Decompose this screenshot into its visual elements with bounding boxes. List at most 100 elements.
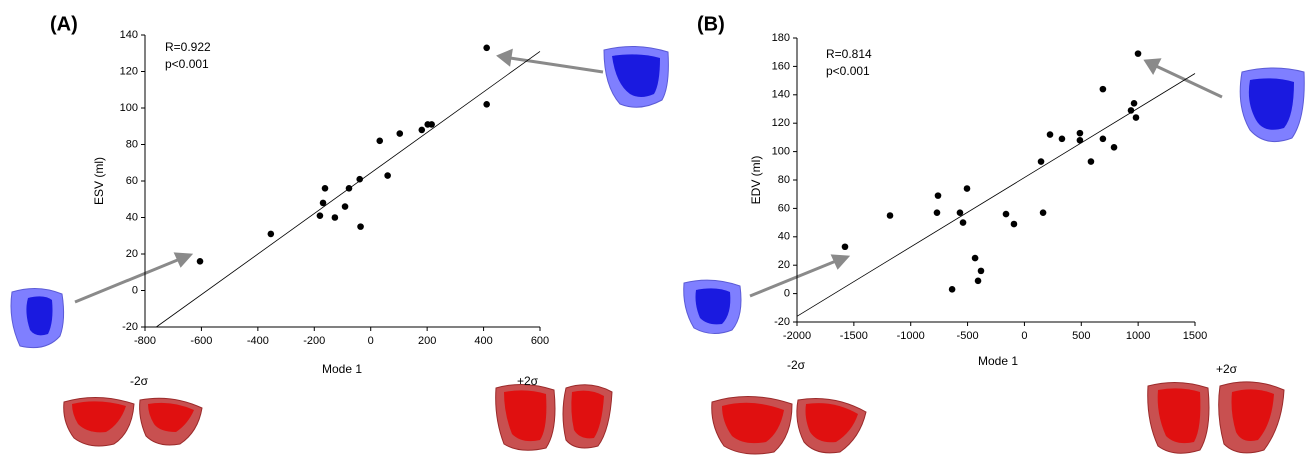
point: [316, 212, 324, 219]
y-axis-label: EDV (ml): [749, 156, 763, 205]
panel-label: (B): [697, 13, 725, 35]
x-tick-label: -200: [303, 335, 325, 347]
point: [1130, 100, 1138, 107]
y-tick-label: 100: [772, 146, 790, 158]
arrows: [74, 48, 1223, 304]
panel-label: (A): [50, 13, 78, 35]
x-tick-label: 1000: [1126, 330, 1150, 342]
point: [956, 209, 964, 216]
shape-label: +2σ: [517, 374, 539, 388]
blue-shapes: [10, 45, 1305, 349]
y-tick-label: 20: [126, 248, 138, 260]
point: [331, 214, 339, 221]
y-tick-label: 180: [772, 32, 790, 44]
y-tick-label: 120: [120, 65, 138, 77]
x-tick-label: 400: [474, 335, 492, 347]
y-tick-label: 0: [132, 284, 138, 296]
x-tick-label: -400: [247, 335, 269, 347]
point: [1046, 131, 1054, 138]
point: [321, 185, 329, 192]
x-tick-label: -2000: [783, 330, 811, 342]
x-tick-label: 600: [531, 335, 549, 347]
point: [886, 212, 894, 219]
point: [974, 277, 982, 285]
point: [1132, 114, 1140, 121]
point: [1127, 107, 1135, 114]
y-tick-label: 60: [126, 175, 138, 187]
y-tick-label: 80: [126, 138, 138, 150]
x-axis-label: Mode 1: [322, 362, 362, 376]
y-tick-label: 120: [772, 117, 790, 129]
point: [1076, 136, 1084, 144]
point: [959, 219, 967, 226]
x-tick-label: -1500: [840, 330, 868, 342]
point: [971, 254, 979, 262]
x-axis-label: Mode 1: [978, 354, 1018, 368]
x-tick-label: 0: [1021, 330, 1027, 342]
point: [1099, 135, 1107, 143]
point: [428, 121, 435, 128]
point: [483, 101, 490, 108]
y-tick-label: 140: [120, 29, 138, 41]
shape-label: +2σ: [1216, 362, 1238, 376]
y-tick-label: 40: [778, 231, 790, 243]
point: [319, 199, 327, 207]
point: [1076, 129, 1084, 137]
point: [345, 185, 353, 192]
y-tick-label: 20: [778, 259, 790, 271]
decorations: [10, 45, 1305, 455]
y-tick-label: -20: [122, 321, 138, 333]
annotation: R=0.814: [826, 47, 872, 61]
x-tick-label: -800: [134, 335, 156, 347]
annotation: p<0.001: [826, 64, 870, 78]
point: [1039, 209, 1047, 216]
point: [384, 172, 391, 179]
point: [933, 209, 941, 216]
y-tick-label: 140: [772, 89, 790, 101]
y-tick-label: -20: [774, 316, 790, 328]
point: [196, 258, 204, 265]
red-shapes: [63, 381, 1285, 455]
point: [376, 137, 384, 145]
point: [396, 130, 404, 137]
shape-label: -2σ: [787, 358, 806, 372]
x-tick-label: 0: [368, 335, 374, 347]
annotation: p<0.001: [165, 57, 209, 71]
x-tick-label: -1000: [897, 330, 925, 342]
y-tick-label: 160: [772, 60, 790, 72]
x-tick-label: -600: [190, 335, 212, 347]
point: [483, 44, 490, 52]
point: [1134, 50, 1142, 57]
point: [841, 243, 849, 251]
point: [934, 192, 942, 199]
point: [1099, 85, 1107, 93]
x-tick-label: 200: [418, 335, 436, 347]
point: [418, 126, 426, 134]
fit-line: [796, 73, 1196, 317]
point: [948, 286, 956, 293]
x-tick-label: 500: [1072, 330, 1090, 342]
point: [1110, 144, 1118, 151]
shape-label: -2σ: [130, 374, 149, 388]
y-tick-label: 40: [126, 211, 138, 223]
point: [1010, 220, 1018, 228]
y-tick-label: 0: [784, 288, 790, 300]
x-tick-label: -500: [957, 330, 979, 342]
y-tick-label: 100: [120, 102, 138, 114]
annotation: R=0.922: [165, 40, 211, 54]
y-tick-label: 60: [778, 202, 790, 214]
point: [977, 267, 985, 275]
x-tick-label: 1500: [1183, 330, 1207, 342]
point: [1002, 210, 1010, 218]
point: [357, 223, 364, 230]
point: [356, 175, 364, 183]
point: [341, 203, 349, 210]
y-tick-label: 80: [778, 174, 790, 186]
y-axis-label: ESV (ml): [92, 157, 106, 205]
point: [1087, 158, 1095, 165]
point: [267, 230, 275, 238]
point: [1037, 158, 1045, 165]
point: [1058, 135, 1066, 143]
point: [963, 185, 971, 192]
